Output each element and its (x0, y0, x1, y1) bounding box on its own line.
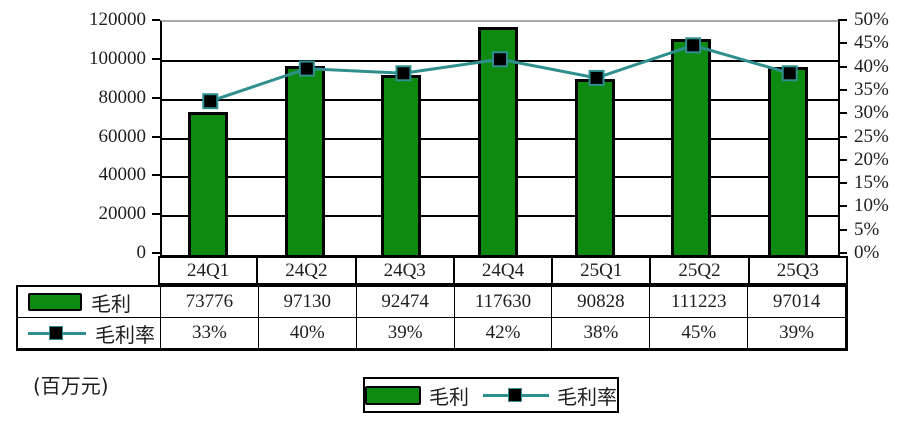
value-cell: 97014 (747, 286, 847, 318)
axis-tick (838, 135, 847, 138)
category-cell: 24Q3 (354, 256, 455, 285)
table-row-gross-margin: 毛利率 33% 40% 39% 42% 38% 45% 39% (17, 317, 847, 349)
value-cell: 92474 (355, 286, 455, 318)
axis-tick (152, 252, 160, 254)
legend-line-swatch-icon (483, 387, 549, 403)
axis-tick (152, 19, 160, 21)
series-label: 毛利率 (95, 322, 155, 347)
data-table: 24Q1 24Q2 24Q3 24Q4 25Q1 25Q2 25Q3 毛利 73… (16, 256, 848, 351)
left-axis-tick-label: 100000 (89, 47, 146, 69)
axis-tick (838, 88, 847, 91)
value-cell: 33% (160, 317, 259, 349)
right-axis-tick-label: 25% (854, 125, 889, 147)
right-axis-tick-label: 10% (854, 195, 889, 217)
table-row-gross-profit: 毛利 73776 97130 92474 117630 90828 111223… (17, 286, 847, 318)
left-axis-tick-label: 60000 (98, 125, 147, 147)
axis-tick (152, 96, 160, 99)
value-cell: 73776 (160, 286, 259, 318)
category-cell: 25Q1 (551, 256, 652, 285)
gross-margin-line (202, 37, 798, 110)
line-series-swatch-icon (28, 325, 86, 341)
value-cell: 111223 (649, 286, 749, 318)
bar-series-swatch-icon (28, 293, 82, 311)
axis-tick (838, 252, 847, 254)
right-axis-tick-label: 35% (854, 78, 889, 100)
legend-bar-swatch-icon (365, 385, 421, 405)
legend-line-label: 毛利率 (557, 384, 617, 409)
bar (574, 78, 615, 255)
line-marker (685, 37, 702, 54)
axis-tick (152, 213, 160, 216)
row-header-gross-profit: 毛利 (17, 286, 161, 318)
left-axis-tick-label: 0 (136, 242, 147, 263)
right-axis-tick-label: 50% (854, 9, 889, 30)
value-cell: 90828 (551, 286, 651, 318)
line-marker (395, 65, 412, 82)
category-cell: 24Q4 (452, 256, 554, 285)
value-cell: 39% (747, 317, 847, 349)
table-body: 毛利 73776 97130 92474 117630 90828 111223… (16, 285, 848, 351)
legend-bar-label: 毛利 (429, 384, 469, 409)
right-axis-tick-label: 40% (854, 55, 889, 77)
category-cell: 25Q3 (747, 256, 848, 285)
axis-tick (838, 182, 847, 185)
axis-tick (152, 57, 160, 60)
line-marker (588, 69, 605, 86)
value-cell: 45% (649, 317, 749, 349)
bar (671, 39, 712, 255)
line-marker (781, 65, 798, 82)
category-row: 24Q1 24Q2 24Q3 24Q4 25Q1 25Q2 25Q3 (158, 256, 848, 285)
axis-tick (838, 42, 847, 45)
category-cell: 25Q2 (649, 256, 750, 285)
axis-tick (838, 228, 847, 231)
category-cell: 24Q2 (256, 256, 357, 285)
unit-label: (百万元) (33, 374, 109, 398)
right-axis-tick-label: 0% (854, 242, 880, 263)
bar (188, 111, 229, 255)
row-header-gross-margin: 毛利率 (17, 317, 161, 349)
value-cell: 117630 (453, 286, 553, 318)
right-axis-tick-label: 30% (854, 102, 889, 124)
value-cell: 38% (551, 317, 651, 349)
bar (284, 66, 325, 255)
axis-tick (152, 174, 160, 177)
left-axis-tick-label: 40000 (98, 164, 147, 186)
series-label: 毛利 (91, 291, 131, 316)
axis-tick (838, 19, 847, 21)
left-axis-tick-label: 80000 (98, 86, 147, 108)
value-cell: 39% (355, 317, 455, 349)
value-cell: 40% (257, 317, 357, 349)
left-axis-tick-label: 120000 (89, 9, 146, 30)
right-axis-tick-label: 45% (854, 32, 889, 54)
right-axis-tick-label: 20% (854, 148, 889, 170)
legend: 毛利 毛利率 (363, 377, 619, 413)
line-marker (298, 60, 315, 77)
axis-tick (838, 112, 847, 115)
axis-tick (838, 65, 847, 68)
left-axis-tick-label: 20000 (98, 203, 147, 225)
category-cell: 24Q1 (158, 256, 259, 285)
line-marker (202, 93, 219, 110)
right-axis-tick-label: 15% (854, 172, 889, 194)
plot-area (160, 20, 840, 258)
right-axis-tick-label: 5% (854, 218, 880, 240)
line-marker (492, 51, 508, 68)
axis-tick (838, 158, 847, 161)
axis-tick (152, 135, 160, 138)
value-cell: 97130 (257, 286, 357, 318)
axis-tick (838, 205, 847, 208)
value-cell: 42% (453, 317, 553, 349)
